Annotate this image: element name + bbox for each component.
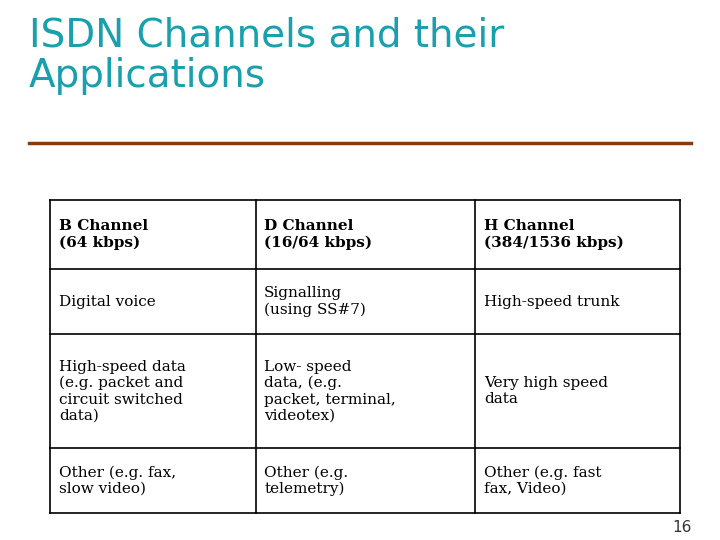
- Text: Signalling
(using SS#7): Signalling (using SS#7): [264, 286, 366, 317]
- Text: Other (e.g. fax,
slow video): Other (e.g. fax, slow video): [59, 465, 176, 496]
- Text: B Channel
(64 kbps): B Channel (64 kbps): [59, 219, 148, 250]
- Text: High-speed trunk: High-speed trunk: [484, 295, 619, 309]
- Text: Digital voice: Digital voice: [59, 295, 156, 309]
- Text: Other (e.g.
telemetry): Other (e.g. telemetry): [264, 465, 348, 496]
- Text: D Channel
(16/64 kbps): D Channel (16/64 kbps): [264, 219, 372, 250]
- Text: Very high speed
data: Very high speed data: [484, 376, 608, 406]
- Text: ISDN Channels and their
Applications: ISDN Channels and their Applications: [29, 16, 504, 95]
- Text: Other (e.g. fast
fax, Video): Other (e.g. fast fax, Video): [484, 465, 601, 496]
- Text: High-speed data
(e.g. packet and
circuit switched
data): High-speed data (e.g. packet and circuit…: [59, 360, 186, 423]
- Text: H Channel
(384/1536 kbps): H Channel (384/1536 kbps): [484, 219, 624, 250]
- Text: Low- speed
data, (e.g.
packet, terminal,
videotex): Low- speed data, (e.g. packet, terminal,…: [264, 360, 396, 423]
- Text: 16: 16: [672, 519, 691, 535]
